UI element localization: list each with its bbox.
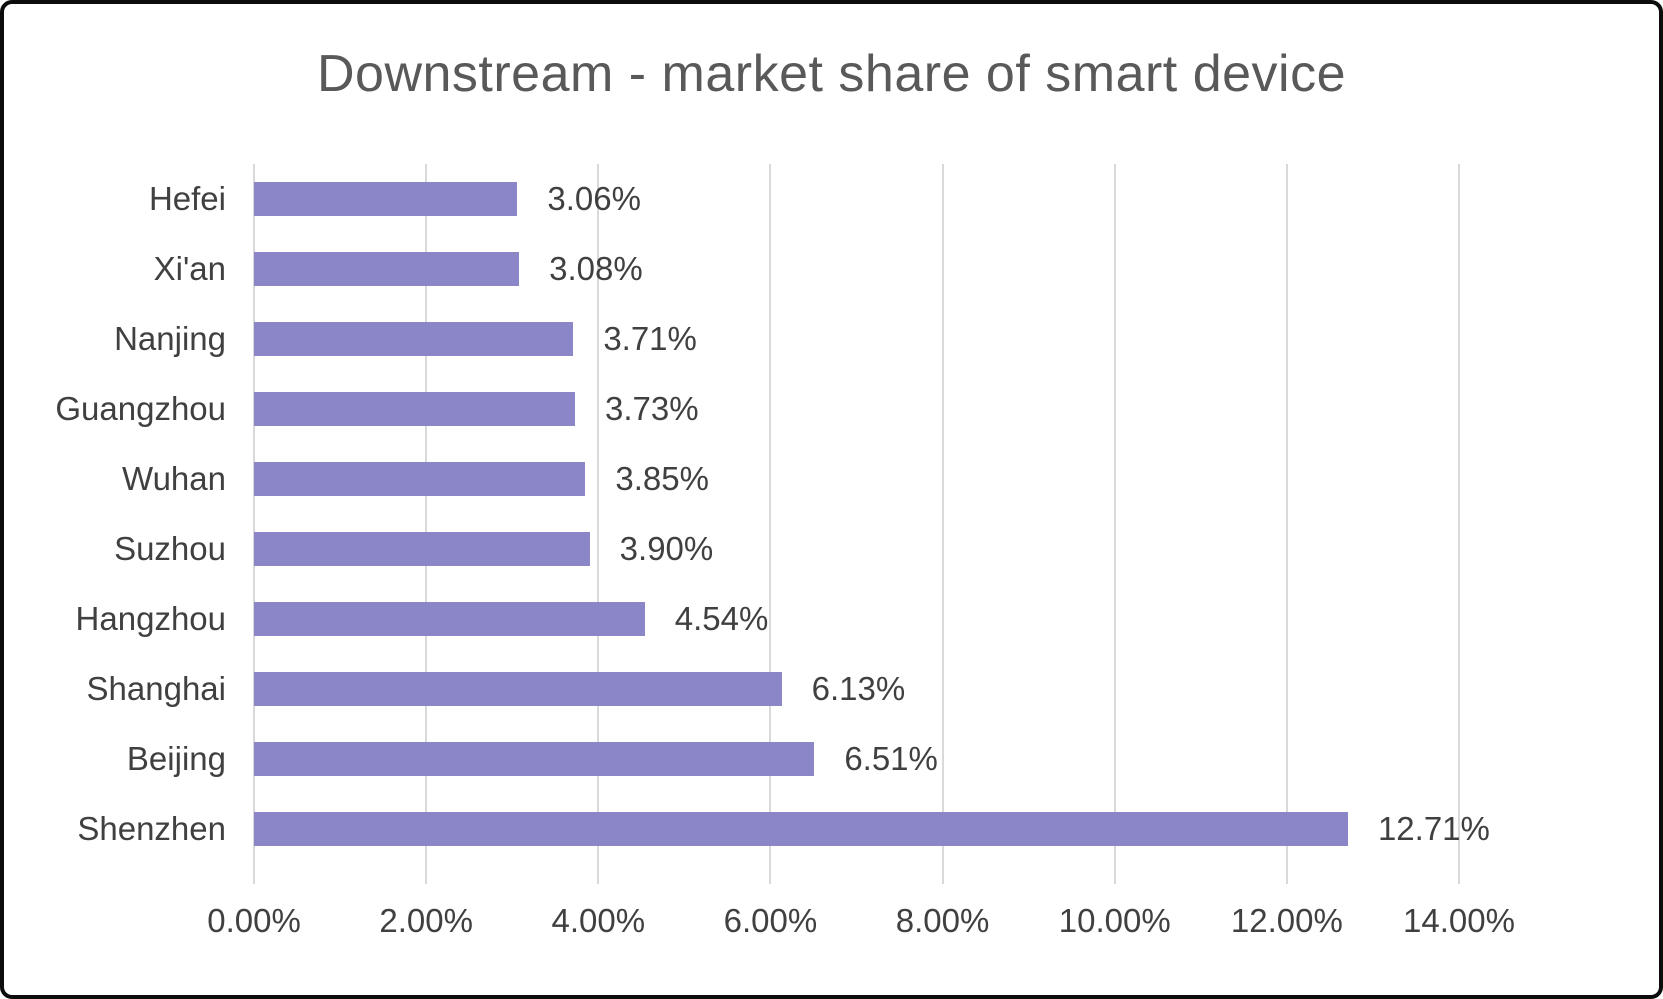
x-axis-tick-label: 12.00%	[1230, 902, 1343, 939]
gridline	[597, 164, 600, 884]
bar-row: 6.13%	[254, 654, 1459, 724]
bar-row: 12.71%	[254, 794, 1490, 864]
x-axis-tick-label: 2.00%	[379, 902, 473, 939]
bar-row: 3.85%	[254, 444, 1459, 514]
bar-row: 4.54%	[254, 584, 1459, 654]
bar	[254, 602, 645, 636]
bar	[254, 742, 815, 776]
value-label: 4.54%	[674, 600, 769, 637]
value-label: 3.85%	[615, 460, 709, 497]
category-label: Shanghai	[86, 670, 226, 707]
category-label: Nanjing	[114, 320, 226, 357]
bar-row: 3.71%	[254, 304, 1459, 374]
category-label: Shenzhen	[77, 810, 226, 847]
bar-row: 3.06%	[254, 164, 1459, 234]
category-label: Hefei	[148, 180, 226, 217]
bar	[254, 672, 782, 706]
bar	[254, 322, 574, 356]
bar-row: 6.51%	[254, 724, 1459, 794]
value-label: 3.90%	[619, 530, 714, 567]
y-axis-category-labels: Hefei Xi'an Nanjing Guangzhou Wuhan Suzhou Han…	[50, 164, 254, 864]
gridline	[1285, 164, 1288, 884]
bar-rows: 3.06% 3.08% 3.71% 3.73% 3.85% 3.90% 4.54% 6.13%…	[254, 164, 1490, 864]
gridline	[769, 164, 772, 884]
bar	[254, 182, 518, 216]
bar	[254, 462, 586, 496]
chart-title: Downstream - market share of smart devic…	[316, 45, 1347, 103]
gridline	[1458, 164, 1460, 884]
category-label: Suzhou	[114, 530, 226, 567]
gridline	[253, 164, 255, 884]
value-label: 12.71%	[1377, 810, 1490, 847]
bar	[254, 252, 520, 286]
bar-row: 3.73%	[254, 374, 1459, 444]
bar	[254, 532, 590, 566]
plot-area: 3.06% 3.08% 3.71% 3.73% 3.85% 3.90% 4.54% 6.13%…	[253, 164, 1490, 884]
x-axis-tick-label: 8.00%	[895, 902, 990, 939]
value-label: 3.71%	[603, 320, 697, 357]
bar-row: 3.08%	[254, 234, 1459, 304]
x-axis-tick-label: 6.00%	[723, 902, 818, 939]
category-label: Wuhan	[122, 460, 226, 497]
x-axis-tick-label: 0.00%	[207, 902, 301, 939]
gridline	[941, 164, 944, 884]
value-label: 3.08%	[549, 250, 643, 287]
bar	[254, 392, 576, 426]
category-label: Guangzhou	[55, 390, 226, 427]
value-label: 6.51%	[844, 740, 938, 777]
x-axis-tick-label: 14.00%	[1403, 902, 1515, 939]
bar-row: 3.90%	[254, 514, 1459, 584]
gridline	[1113, 164, 1116, 884]
bar	[254, 812, 1348, 846]
category-label: Xi'an	[153, 250, 226, 287]
value-label: 3.06%	[547, 180, 641, 217]
gridline	[425, 164, 428, 884]
x-axis-tick-label: 10.00%	[1058, 902, 1171, 939]
category-label: Beijing	[126, 740, 226, 777]
value-label: 6.13%	[811, 670, 906, 707]
value-label: 3.73%	[605, 390, 699, 427]
category-label: Hangzhou	[75, 600, 226, 637]
x-axis-tick-label: 4.00%	[551, 902, 646, 939]
x-axis-tick-labels: 0.00% 2.00% 4.00% 6.00% 8.00% 10.00% 12.00% 14.…	[207, 902, 1515, 952]
